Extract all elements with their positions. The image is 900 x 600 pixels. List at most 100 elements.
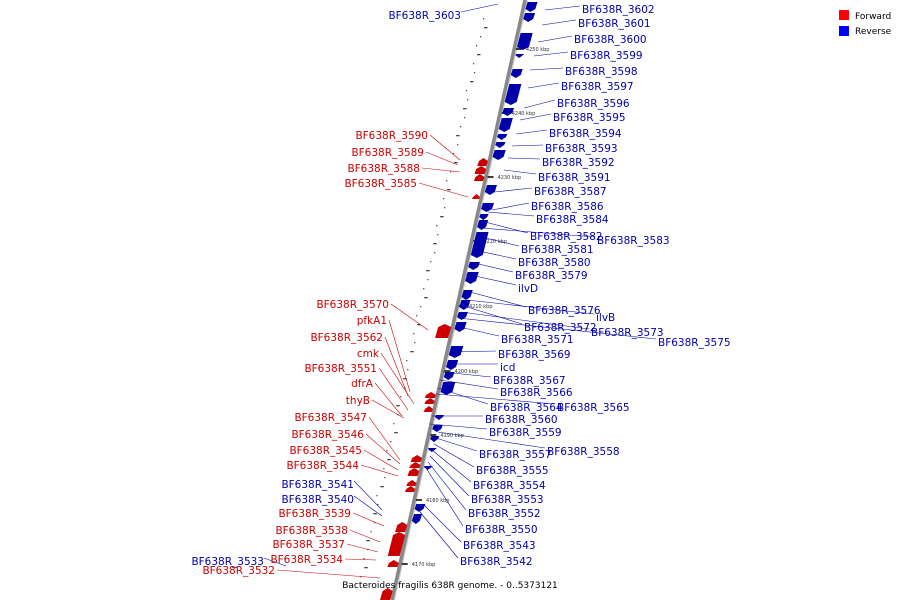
reverse-label-leader [429, 423, 488, 430]
reverse-gene-feature [515, 54, 525, 58]
position-dot [434, 252, 436, 254]
reverse-gene-label: BF638R_3595 [553, 112, 626, 124]
position-dot [407, 369, 409, 371]
reverse-gene-label: BF638R_3569 [498, 349, 571, 361]
reverse-gene-label: BF638R_3566 [500, 387, 573, 399]
reverse-label-leader [511, 144, 544, 147]
reverse-gene-label: BF638R_3602 [582, 4, 655, 16]
label-leaders [263, 3, 657, 579]
position-dot [433, 243, 437, 245]
position-dot [446, 180, 448, 182]
forward-gene-label: BF638R_3538 [275, 525, 348, 537]
position-dot [436, 225, 438, 227]
reverse-label-leader [353, 495, 383, 517]
forward-gene-label: BF638R_3539 [278, 508, 351, 520]
forward-label-leader [374, 382, 403, 417]
position-dot [477, 54, 481, 56]
reverse-gene-label: BF638R_3582 [530, 231, 603, 243]
reverse-gene-feature [495, 142, 506, 148]
forward-gene-label: BF638R_3545 [289, 445, 362, 457]
position-dot [400, 396, 402, 398]
kbp-tick-label: 4210 kbp [469, 304, 493, 310]
reverse-label-leader [427, 461, 467, 511]
position-dot [370, 531, 372, 533]
position-dot [364, 567, 368, 569]
forward-gene-feature [404, 486, 416, 492]
position-dot [454, 162, 458, 164]
forward-gene-label: BF638R_3544 [286, 460, 359, 472]
forward-label-leader [349, 529, 381, 543]
legend: Forward Reverse [839, 10, 892, 37]
position-dot [467, 99, 469, 101]
reverse-gene-feature [414, 504, 426, 512]
forward-gene-feature [407, 468, 420, 476]
kbp-tick-label: 4190 kbp [440, 433, 464, 439]
reverse-gene-feature [525, 2, 538, 12]
reverse-label-leader [435, 393, 556, 405]
forward-gene-label: BF638R_3562 [310, 332, 383, 344]
position-dot [374, 522, 376, 524]
position-dot [410, 351, 414, 353]
reverse-label-leader [487, 211, 535, 217]
forward-gene-label: BF638R_3585 [344, 178, 417, 190]
reverse-gene-label: BF638R_3573 [591, 327, 664, 339]
legend-forward-swatch [839, 10, 849, 20]
reverse-label-leader [439, 379, 499, 390]
forward-gene-label: BF638R_3534 [270, 554, 343, 566]
position-dot [464, 117, 466, 119]
forward-gene-feature [424, 392, 437, 398]
forward-gene-label: BF638R_3537 [272, 539, 345, 551]
reverse-label-leader [419, 511, 459, 559]
reverse-gene-feature [510, 69, 523, 78]
forward-label-leader [346, 543, 379, 553]
reverse-label-leader [437, 431, 546, 449]
reverse-gene-label: BF638R_3559 [489, 427, 562, 439]
forward-gene-feature [395, 522, 408, 532]
reverse-label-leader [494, 187, 533, 193]
forward-label-leader [390, 303, 429, 331]
reverse-gene-label: BF638R_3557 [479, 449, 552, 461]
reverse-label-leader [457, 317, 657, 340]
position-dot [430, 261, 432, 263]
reverse-gene-label: icd [500, 362, 515, 374]
forward-gene-feature [471, 194, 480, 199]
forward-label-leader [378, 367, 409, 411]
kbp-tick-label: 4170 kbp [412, 562, 436, 568]
position-dot [426, 270, 430, 272]
reverse-gene-label: BF638R_3565 [557, 402, 630, 414]
reverse-gene-feature [454, 322, 467, 332]
forward-label-leader [384, 336, 409, 397]
position-dot [456, 135, 460, 137]
gene-labels: BF638R_3603 BF638R_3602 BF638R_3601 BF638R_… [191, 4, 730, 577]
reverse-label-leader [466, 299, 595, 315]
forward-gene-feature [409, 462, 421, 468]
reverse-gene-label: BF638R_3598 [565, 66, 638, 78]
position-dot [396, 405, 400, 407]
reverse-label-leader [507, 157, 541, 160]
position-dot [440, 216, 444, 218]
reverse-gene-feature [492, 150, 506, 160]
position-dot [413, 333, 415, 335]
position-dot [447, 189, 451, 191]
axis-line [390, 0, 527, 600]
reverse-label-leader [460, 3, 499, 13]
position-dot [376, 495, 378, 497]
forward-gene-feature [435, 324, 452, 338]
forward-label-leader [363, 449, 399, 471]
reverse-label-leader [460, 311, 590, 330]
reverse-gene-label: BF638R_3594 [549, 128, 622, 140]
reverse-label-leader [463, 305, 523, 325]
reverse-label-leader [429, 455, 470, 497]
forward-gene-feature [477, 158, 488, 166]
reverse-gene-label: BF638R_3567 [493, 375, 566, 387]
reverse-gene-label: BF638R_3596 [557, 98, 630, 110]
forward-gene-feature [424, 398, 435, 404]
reverse-gene-feature [496, 134, 508, 140]
position-dot [363, 558, 365, 560]
reverse-gene-label: BF638R_3586 [531, 201, 604, 213]
reverse-gene-feature [448, 346, 464, 358]
position-dot [414, 342, 416, 344]
reverse-gene-feature [411, 514, 423, 524]
